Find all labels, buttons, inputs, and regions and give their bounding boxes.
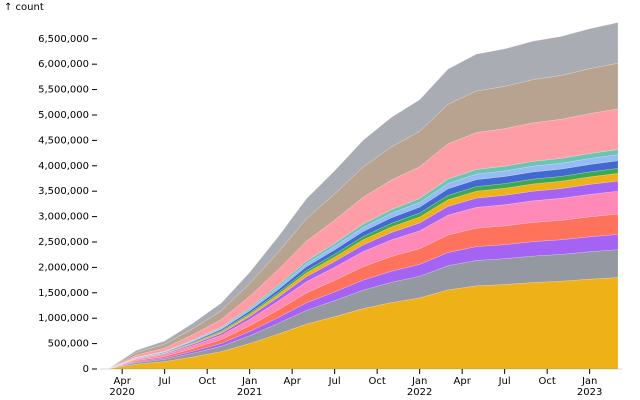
y-tick-label: 0 [83,364,89,375]
x-tick-label: Jul [498,376,511,387]
x-tick-label: Apr [453,376,471,387]
area [107,22,619,370]
y-tick-label: 3,000,000 [38,212,89,223]
x-tick-label: Oct [538,376,556,387]
y-tick-label: 5,500,000 [38,85,89,96]
x-tick-label: Jul [158,376,171,387]
x-tick-label: Jan 2021 [236,376,263,398]
y-tick-label: 1,000,000 [38,313,89,324]
x-tick-label: Apr 2020 [109,376,135,398]
y-tick-label: 1,500,000 [38,288,89,299]
y-tick-label: 5,000,000 [38,110,89,121]
x-tick-label: Apr [283,376,301,387]
y-tick-label: 2,000,000 [38,262,89,273]
x-tick-label: Jan 2023 [576,376,603,398]
y-tick-label: 6,500,000 [38,34,89,45]
x-tick-label: Oct [368,376,386,387]
y-tick-label: 3,500,000 [38,186,89,197]
x-tick-label: Jan 2022 [406,376,433,398]
y-tick-label: 4,000,000 [38,161,89,172]
y-tick-label: 500,000 [48,339,89,350]
y-axis-label: ↑ count [4,2,44,13]
y-tick-label: 4,500,000 [38,135,89,146]
x-tick-label: Oct [198,376,216,387]
y-tick-label: 6,000,000 [38,59,89,70]
y-tick-label: 2,500,000 [38,237,89,248]
x-tick-label: Jul [328,376,341,387]
